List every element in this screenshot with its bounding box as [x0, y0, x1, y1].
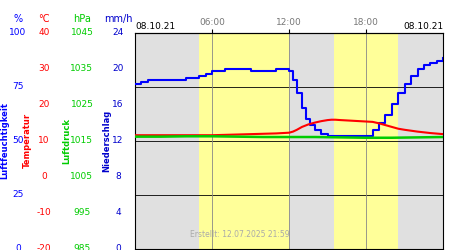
Text: Erstellt: 12.07.2025 21:59: Erstellt: 12.07.2025 21:59: [190, 230, 290, 239]
Text: 20: 20: [112, 64, 124, 73]
Text: 1045: 1045: [71, 28, 93, 37]
Text: 12: 12: [112, 136, 124, 145]
Text: 08.10.21: 08.10.21: [135, 22, 175, 32]
Text: %: %: [14, 14, 22, 24]
Text: 50: 50: [12, 136, 24, 145]
Text: 1005: 1005: [70, 172, 94, 181]
Text: 4: 4: [115, 208, 121, 217]
Text: 30: 30: [38, 64, 50, 73]
Bar: [334, 32, 398, 249]
Text: 08.10.21: 08.10.21: [403, 22, 443, 32]
Text: 20: 20: [38, 100, 50, 109]
Text: Temperatur: Temperatur: [22, 113, 32, 168]
Text: °C: °C: [38, 14, 50, 24]
Text: 100: 100: [9, 28, 27, 37]
Text: 0: 0: [15, 244, 21, 250]
Text: 24: 24: [112, 28, 123, 37]
Text: 0: 0: [115, 244, 121, 250]
Text: 10: 10: [38, 136, 50, 145]
Text: 75: 75: [12, 82, 24, 91]
Text: -20: -20: [37, 244, 51, 250]
Text: Niederschlag: Niederschlag: [103, 110, 112, 172]
Text: hPa: hPa: [73, 14, 91, 24]
Text: 1015: 1015: [70, 136, 94, 145]
Text: 8: 8: [115, 172, 121, 181]
Text: 1035: 1035: [70, 64, 94, 73]
Text: 985: 985: [73, 244, 90, 250]
Text: -10: -10: [37, 208, 51, 217]
Text: 0: 0: [41, 172, 47, 181]
Text: 40: 40: [38, 28, 50, 37]
Text: Luftfeuchtigkeit: Luftfeuchtigkeit: [0, 102, 9, 179]
Bar: [199, 32, 289, 249]
Text: 995: 995: [73, 208, 90, 217]
Text: 1025: 1025: [71, 100, 93, 109]
Text: mm/h: mm/h: [104, 14, 132, 24]
Text: Luftdruck: Luftdruck: [62, 118, 71, 164]
Text: 16: 16: [112, 100, 124, 109]
Text: 25: 25: [12, 190, 24, 199]
